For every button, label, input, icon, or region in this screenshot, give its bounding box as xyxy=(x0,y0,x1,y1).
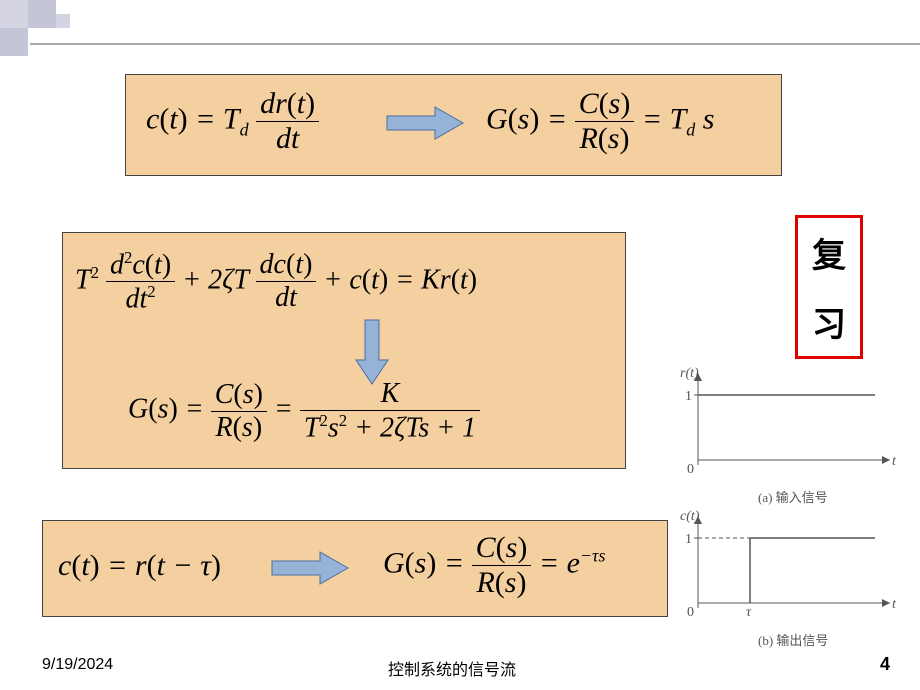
chart-input-signal: r(t) t 1 0 xyxy=(680,365,905,480)
footer-date: 9/19/2024 xyxy=(42,656,113,674)
review-text-top: 复 xyxy=(806,228,852,277)
svg-text:0: 0 xyxy=(687,605,694,620)
svg-text:t: t xyxy=(892,454,897,469)
footer-title: 控制系统的信号流 xyxy=(388,656,516,680)
chart-output-signal: c(t) t 1 0 τ xyxy=(680,508,905,623)
eq1-left: c(t) = Td dr(t)dt xyxy=(146,87,319,156)
svg-text:t: t xyxy=(892,597,897,612)
arrow-right-1 xyxy=(385,105,465,141)
eq2-line2: G(s) = C(s)R(s) = KT2s2 + 2ζTs + 1 xyxy=(128,378,480,444)
equation-box-2: T2 d2c(t)dt2 + 2ζT dc(t)dt + c(t) = Kr(t… xyxy=(62,232,626,469)
svg-text:0: 0 xyxy=(687,462,694,477)
chart-output-caption: (b) 输出信号 xyxy=(758,630,828,649)
slide-decoration xyxy=(0,0,920,50)
eq2-line1: T2 d2c(t)dt2 + 2ζT dc(t)dt + c(t) = Kr(t… xyxy=(75,248,477,316)
review-text-bottom: 习 xyxy=(806,297,852,346)
eq3-left: c(t) = r(t − τ) xyxy=(58,549,221,583)
svg-text:1: 1 xyxy=(685,389,692,404)
equation-box-3: c(t) = r(t − τ) G(s) = C(s)R(s) = e−τs xyxy=(42,520,668,617)
svg-text:c(t): c(t) xyxy=(680,509,700,524)
svg-text:r(t): r(t) xyxy=(680,366,699,381)
eq1-right: G(s) = C(s)R(s) = Td s xyxy=(486,87,714,156)
chart-input-caption: (a) 输入信号 xyxy=(758,487,828,506)
eq3-right: G(s) = C(s)R(s) = e−τs xyxy=(383,531,605,600)
svg-text:1: 1 xyxy=(685,532,692,547)
arrow-right-2 xyxy=(270,550,350,586)
arrow-down xyxy=(354,318,390,386)
review-label: 复 习 xyxy=(795,215,863,359)
svg-text:τ: τ xyxy=(746,605,752,620)
footer-page-number: 4 xyxy=(880,654,890,675)
